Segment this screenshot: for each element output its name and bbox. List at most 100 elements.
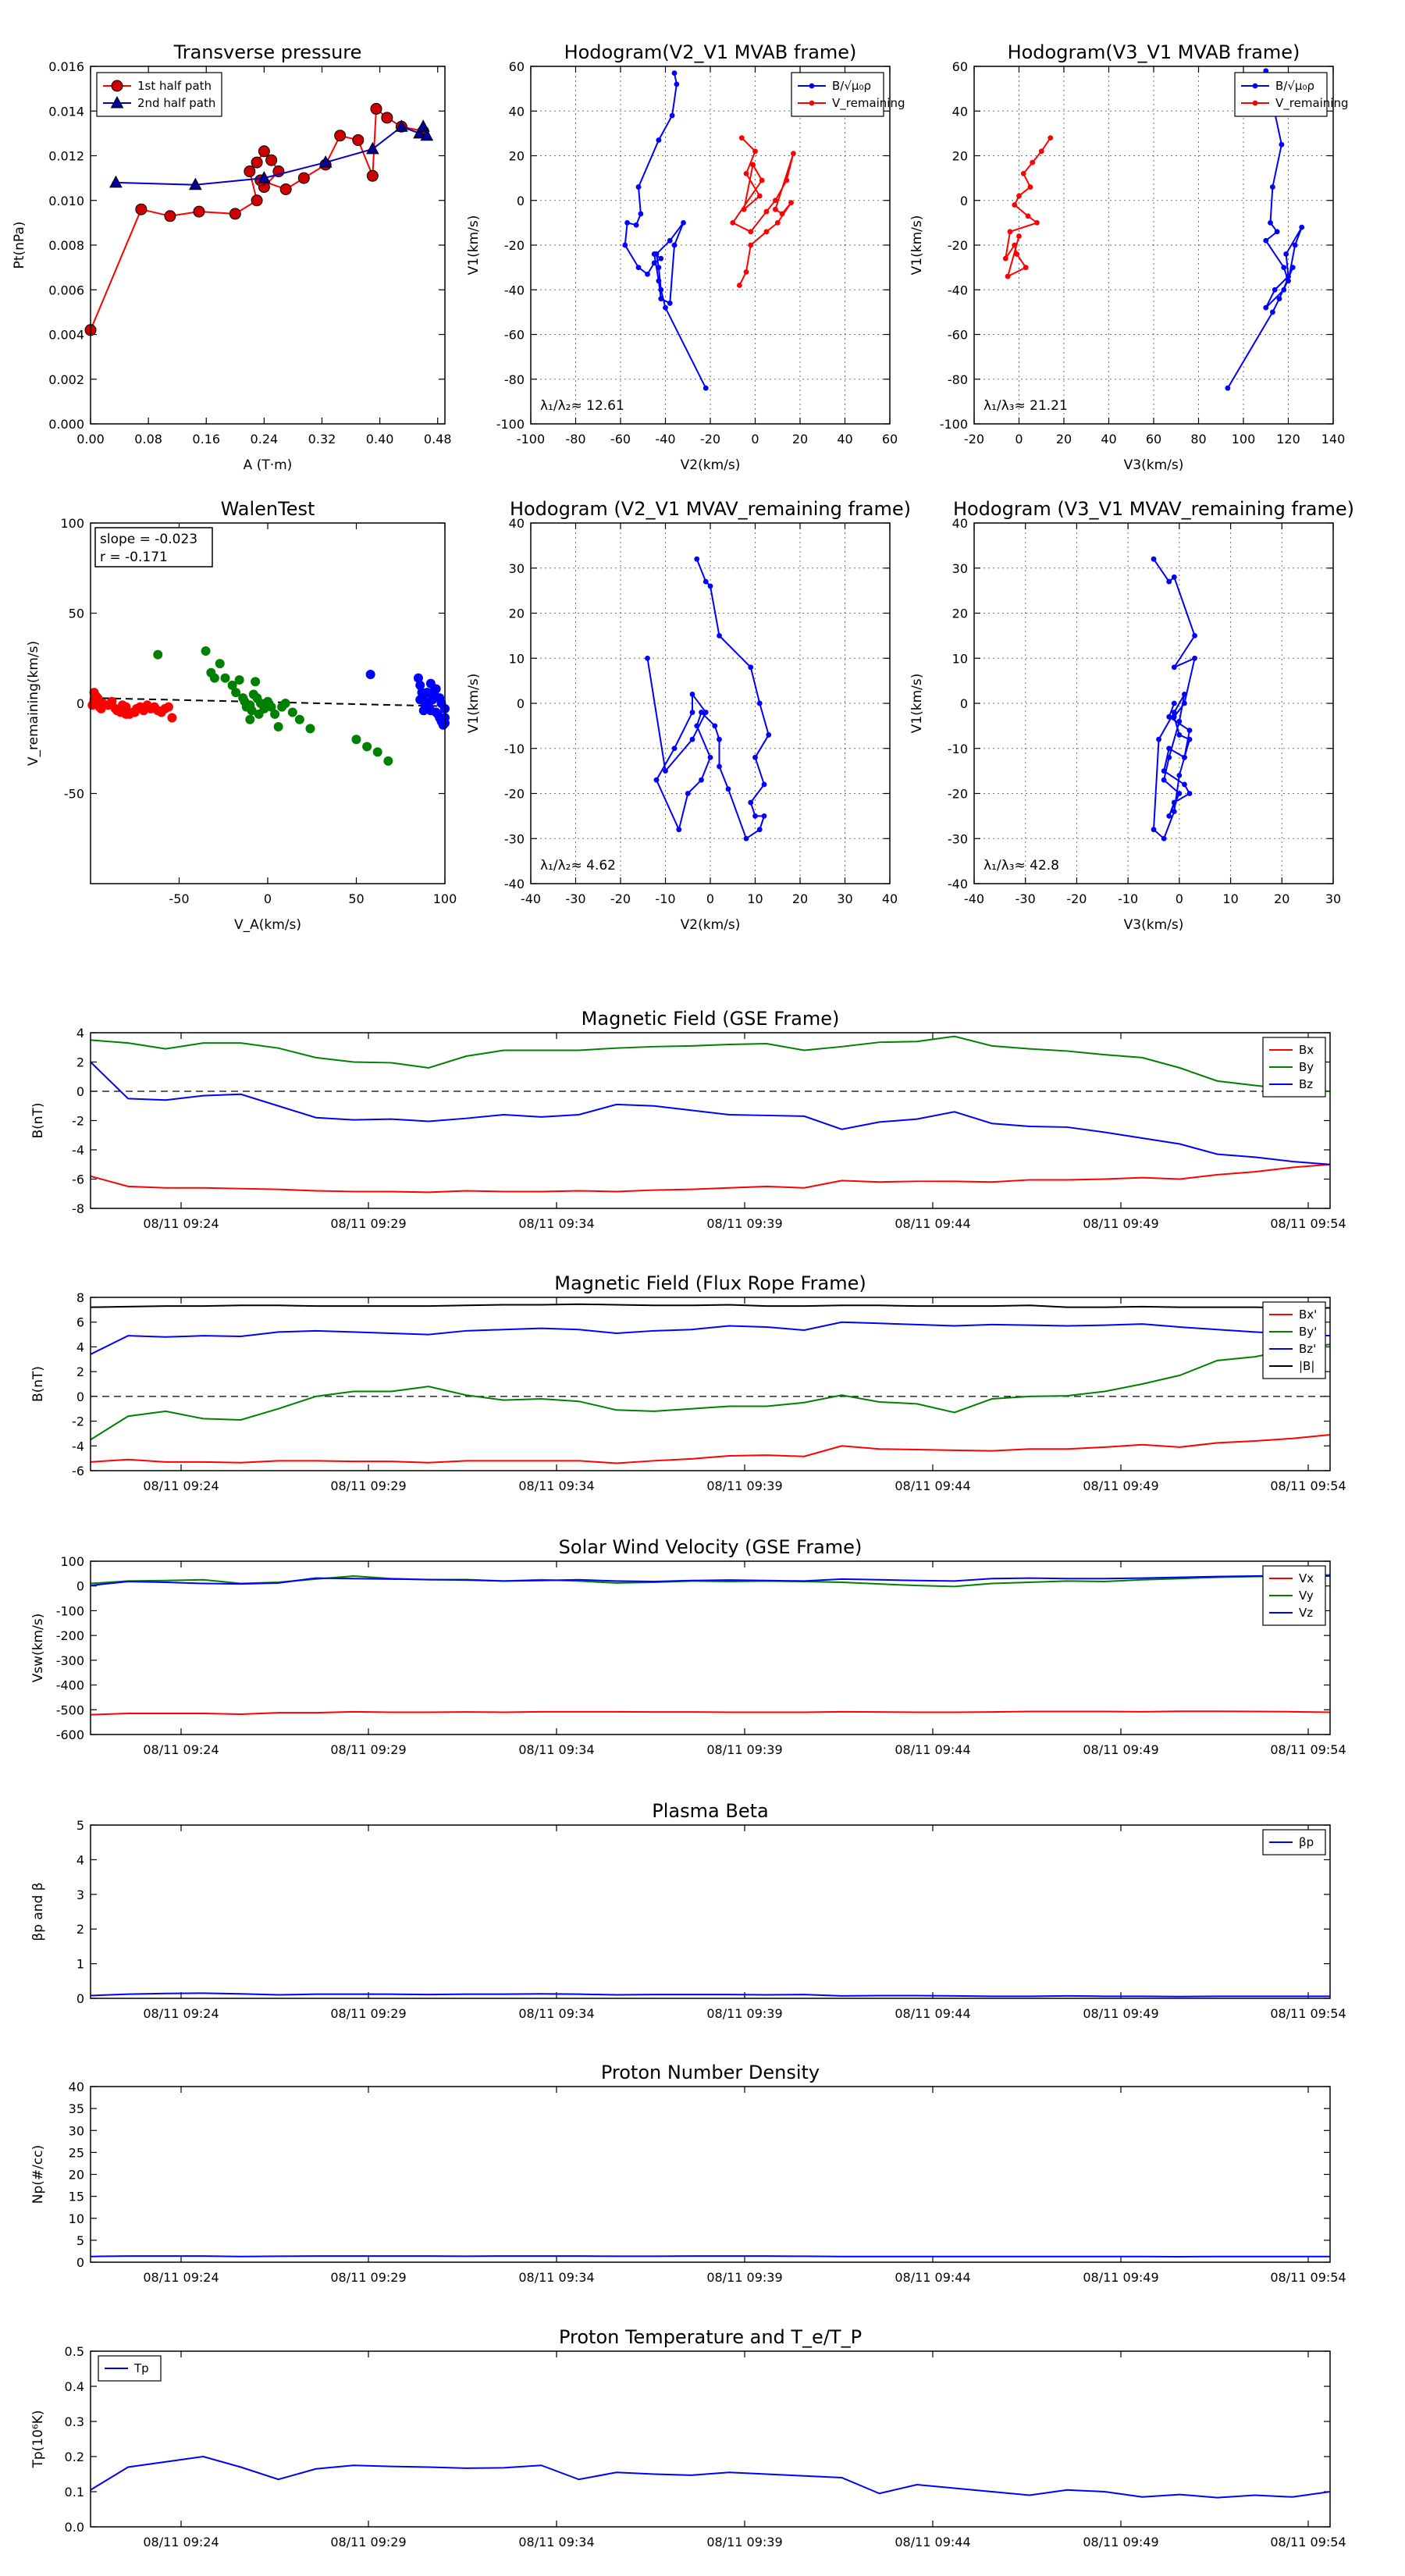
h4-data-point [1176, 791, 1183, 796]
h4-y-tick-label: 40 [952, 516, 968, 531]
ts2-time-tick-label: 08/11 09:39 [706, 1478, 782, 1493]
ts6-time-tick-label: 08/11 09:24 [143, 2535, 219, 2549]
h3-y-axis-label: V1(km/s) [466, 674, 482, 734]
h2-x-axis-label: V3(km/s) [1124, 457, 1184, 473]
h2-data-point [1002, 255, 1008, 262]
ts6-panel: 0.0 0.1 0.2 0.3 0.4 0.5 08/11 09:24 08/11 09:29… [30, 2326, 1346, 2549]
ts2-y-tick-label: 0 [76, 1389, 84, 1404]
h2-data-point [1269, 184, 1275, 190]
h2-y-tick-label: 20 [952, 149, 968, 164]
h4-data-point [1156, 736, 1161, 742]
h1-data-point [656, 278, 662, 284]
ts3-chart-title: Solar Wind Velocity (GSE Frame) [559, 1536, 863, 1558]
ts1-series-line-2 [90, 1061, 1331, 1165]
ts3-time-tick-label: 08/11 09:54 [1270, 1742, 1346, 1757]
h1-panel: -100 -80 -60 -40 -20 0 20 40 60 -100 -80 -60 -40 -20 0… [466, 41, 905, 473]
h1-data-point [774, 219, 781, 226]
h1-data-point [671, 242, 678, 248]
ts6-y-tick-label: 0.1 [65, 2485, 84, 2500]
h4-x-tick-label: -20 [1066, 891, 1087, 906]
tp-x-tick-label: 0.48 [424, 432, 452, 447]
h3-series-line-0 [646, 558, 770, 840]
ts3-y-tick-label: -300 [56, 1653, 84, 1668]
h2-legend-label-0: B/√μ₀ρ [1275, 79, 1314, 93]
tp-data-point [193, 205, 205, 218]
tp-y-tick-label: 0.008 [48, 238, 84, 253]
h1-data-point [779, 211, 785, 217]
ts3-series-line-0 [90, 1710, 1331, 1716]
h4-x-tick-label: -30 [1016, 891, 1036, 906]
ts5-y-tick-label: 30 [69, 2123, 84, 2138]
ts6-time-tick-label: 08/11 09:39 [706, 2535, 782, 2549]
ts2-plot-frame [90, 1297, 1331, 1471]
ts4-time-tick-label: 08/11 09:24 [143, 2006, 219, 2021]
w-scatter-point-1 [270, 709, 280, 719]
ts2-legend-label-3: |B| [1299, 1359, 1314, 1373]
ts5-y-tick-label: 10 [69, 2211, 84, 2226]
h2-data-point [1025, 213, 1031, 219]
ts1-time-tick-label: 08/11 09:29 [330, 1216, 406, 1231]
h3-data-point [694, 723, 700, 729]
h4-data-point [1166, 754, 1172, 760]
tp-legend-label-0: 1st half path [137, 79, 212, 93]
w-scatter-point-2 [413, 673, 423, 683]
h1-data-point [622, 242, 628, 248]
w-scatter-point-0 [96, 703, 106, 713]
h1-y-tick-label: 60 [509, 59, 525, 74]
ts1-y-tick-label: -6 [72, 1172, 84, 1187]
tp-x-tick-label: 0.40 [366, 432, 394, 447]
ts6-time-tick-label: 08/11 09:54 [1270, 2535, 1346, 2549]
ts2-y-tick-label: -2 [72, 1414, 84, 1429]
h4-y-axis-label: V1(km/s) [909, 674, 925, 734]
h4-data-point [1171, 809, 1177, 814]
ts6-y-tick-label: 0.4 [65, 2379, 84, 2394]
tp-chart-title: Transverse pressure [173, 41, 362, 63]
w-scatter-point-0 [121, 702, 131, 712]
ts4-y-tick-label: 4 [76, 1852, 84, 1867]
ts5-time-tick-label: 08/11 09:39 [706, 2270, 782, 2285]
ts1-y-tick-label: 2 [76, 1055, 84, 1070]
ts5-time-tick-label: 08/11 09:54 [1270, 2270, 1346, 2285]
h3-data-point [752, 813, 758, 819]
ts3-series-line-2 [90, 1574, 1331, 1587]
w-scatter-point-1 [220, 673, 230, 683]
h4-y-tick-label: -10 [948, 742, 968, 756]
h3-data-point [707, 754, 713, 760]
h1-x-tick-label: -60 [610, 432, 631, 447]
ts4-y-axis-label: βp and β [30, 1882, 46, 1941]
w-stats-box [94, 527, 213, 568]
w-scatter-point-2 [429, 685, 439, 696]
h3-data-point [699, 710, 704, 715]
h1-data-point [681, 219, 686, 226]
ts4-legend: βp [1262, 1829, 1326, 1856]
h3-data-point [689, 710, 695, 715]
ts3-time-tick-label: 08/11 09:44 [895, 1742, 970, 1757]
ts6-y-tick-label: 0.3 [65, 2414, 84, 2429]
h2-series-line-0 [1227, 70, 1303, 389]
h2-data-point [1263, 304, 1269, 311]
h3-data-point [766, 732, 772, 738]
ts2-legend-label-1: By' [1299, 1325, 1317, 1339]
ts2-series-line-3 [90, 1303, 1330, 1309]
h1-x-tick-label: 40 [837, 432, 852, 447]
tp-y-axis-label: Pt(nPa) [12, 222, 27, 269]
ts2-legend-label-2: Bz' [1299, 1342, 1316, 1356]
h3-data-point [748, 799, 754, 806]
h3-y-tick-label: 20 [509, 607, 525, 621]
h4-data-point [1182, 754, 1187, 760]
w-scatter-point-1 [362, 742, 372, 752]
h3-x-tick-label: -30 [565, 891, 585, 906]
h3-x-tick-label: -40 [521, 891, 541, 906]
ts5-time-tick-label: 08/11 09:44 [895, 2270, 970, 2285]
h2-data-point [1281, 286, 1287, 293]
h1-data-point [635, 184, 642, 190]
ts6-chart-title: Proton Temperature and T_e/T_P [559, 2326, 862, 2348]
h1-x-tick-label: 0 [751, 432, 759, 447]
w-x-tick-label: -50 [169, 891, 189, 906]
h1-data-point [748, 229, 754, 235]
h2-data-point [1012, 242, 1018, 248]
ts2-panel: -6 -4 -2 0 2 4 6 8 08/11 09:24 08/11 09:29 08/11 0… [30, 1272, 1346, 1493]
tp-data-point [265, 154, 278, 166]
ts1-time-tick-label: 08/11 09:39 [706, 1216, 782, 1231]
ts5-y-tick-label: 5 [76, 2233, 84, 2248]
